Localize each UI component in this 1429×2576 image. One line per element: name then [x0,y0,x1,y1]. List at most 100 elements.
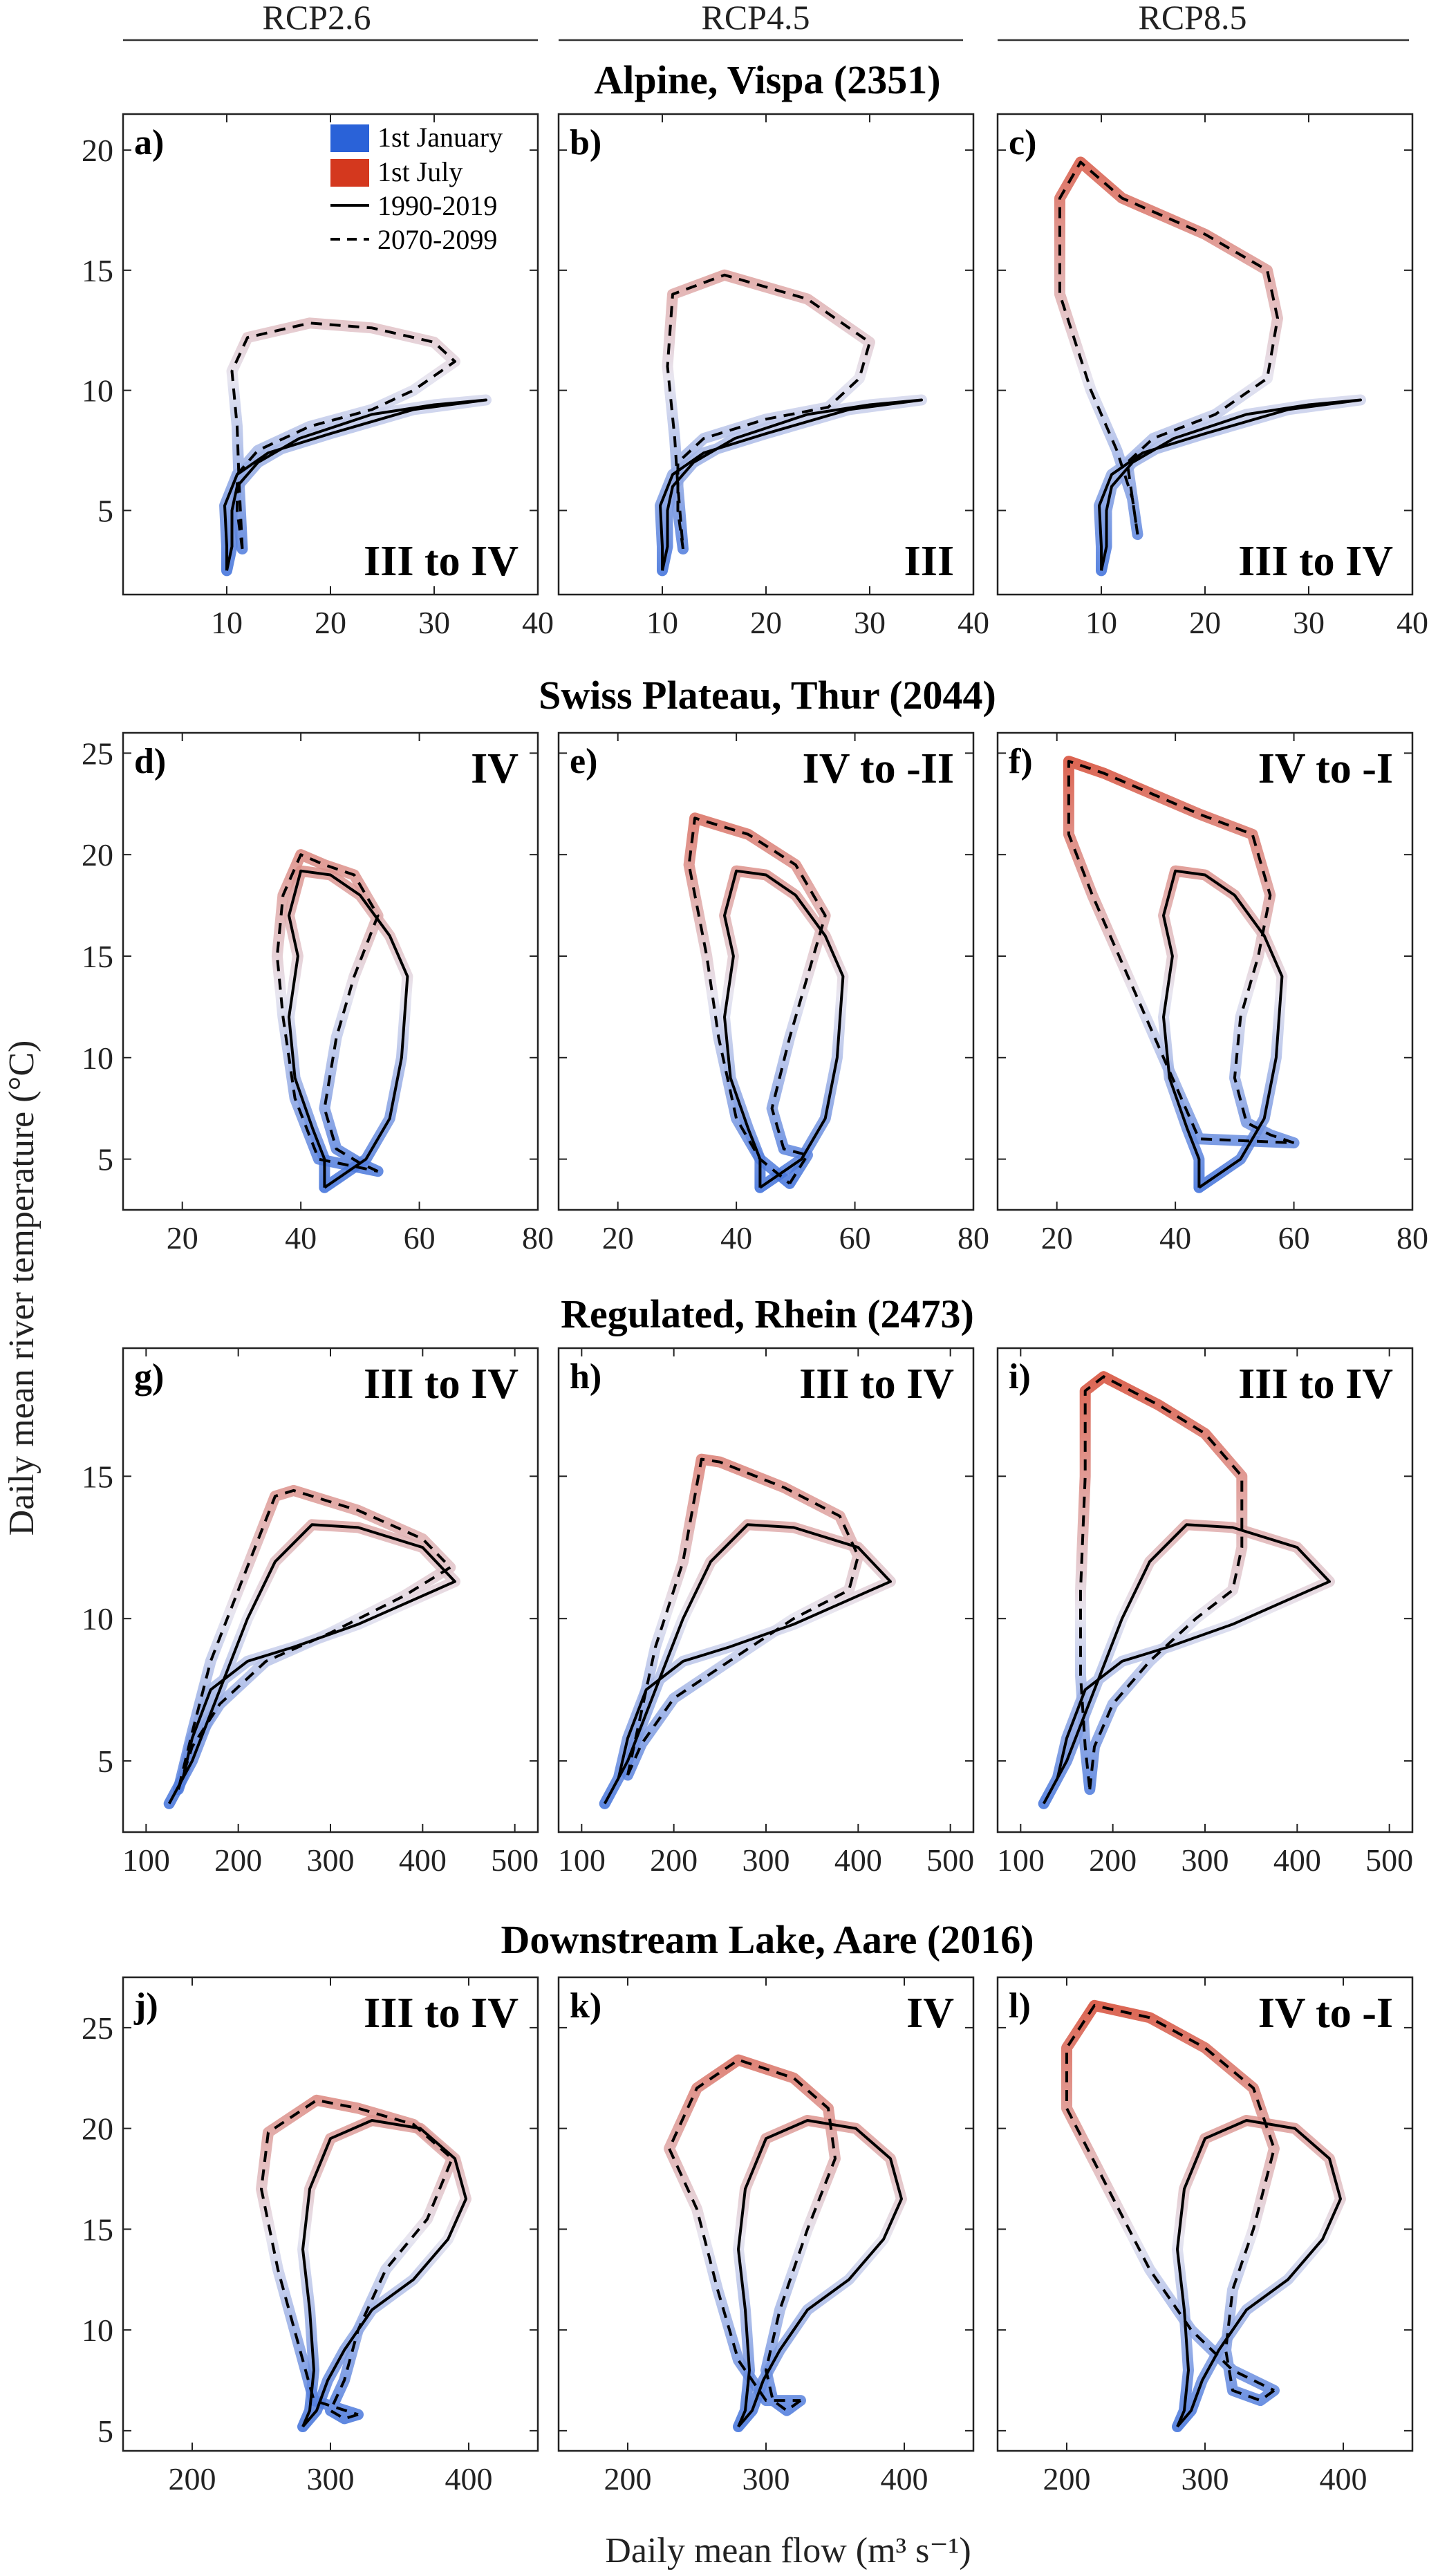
row-title-lake: Downstream Lake, Aare (2016) [501,1917,1034,1962]
historical-series-line [167,1523,456,1804]
x-tick-label: 40 [720,1220,752,1256]
panel-label: f) [1009,742,1033,781]
future-color-band [226,317,460,554]
panel-alpine-rcp45: 10 20 30 40 b) III [557,113,989,640]
x-tick-label: 400 [1273,1842,1321,1878]
x-tick-label: 500 [926,1842,974,1878]
panel-label: i) [1009,1357,1031,1397]
future-series-line [668,2058,837,2412]
regime-label: III to IV [364,538,519,585]
regime-label: IV [471,745,519,792]
x-tick-label: 300 [1182,2461,1229,2496]
x-tick-label: 100 [122,1842,170,1878]
panel-alpine-rcp26: 10 20 30 40 5 10 15 20 a) III to IV [82,113,554,640]
x-axis-label: Daily mean flow (m³ s⁻¹) [605,2531,971,2570]
future-series-line [1065,2004,1276,2402]
x-tick-label: 30 [1293,605,1325,640]
x-tick-label: 500 [491,1842,539,1878]
regime-label: III [904,538,954,585]
x-tick-label: 100 [558,1842,606,1878]
y-tick-label: 15 [82,939,113,974]
y-tick-label: 5 [97,1142,113,1177]
panel-label: d) [134,742,166,781]
x-tick-label: 20 [750,605,782,640]
panel-plateau-rcp26: 20 40 60 80 5 10 15 20 25 d) IV [82,731,554,1256]
y-tick-label: 25 [82,736,113,771]
regime-label: IV to -I [1258,745,1393,792]
historical-series-line [1042,1523,1331,1804]
panel-label: k) [570,1986,601,2026]
x-tick-label: 20 [315,605,346,640]
x-tick-label: 300 [1182,1842,1229,1878]
panel-regulated-rcp26: 100 200 300 400 500 5 10 15 g) III to IV [82,1347,539,1878]
x-tick-label: 200 [1043,2461,1091,2496]
legend-label-july: 1st July [377,156,463,187]
column-headers: RCP2.6 RCP4.5 RCP8.5 [123,0,1409,41]
y-tick-label: 10 [82,373,113,409]
x-tick-label: 40 [522,605,554,640]
panel-plateau-rcp45: 20 40 60 80 e) IV to -II [557,731,989,1256]
x-tick-label: 80 [958,1220,989,1256]
y-tick-label: 15 [82,253,113,288]
row-title-plateau: Swiss Plateau, Thur (2044) [539,673,996,718]
panel-label: h) [570,1357,601,1397]
x-tick-label: 30 [418,605,450,640]
x-tick-label: 500 [1365,1842,1413,1878]
y-tick-label: 5 [97,1744,113,1779]
y-tick-label: 20 [82,837,113,872]
future-series-line [177,1488,452,1790]
regime-label: III to IV [799,1361,954,1408]
panel-lake-rcp85: 200 300 400 l) IV to -I [996,1976,1414,2496]
future-series-line [1058,160,1279,535]
x-tick-label: 40 [1159,1220,1191,1256]
x-tick-label: 10 [646,605,678,640]
column-title-rcp45: RCP4.5 [701,0,810,37]
historical-series-line [659,398,923,571]
y-tick-label: 20 [82,2111,113,2147]
y-tick-label: 10 [82,1601,113,1636]
legend-swatch-july [330,159,369,187]
panel-lake-rcp45: 200 300 400 k) IV [557,1976,975,2496]
panel-alpine-rcp85: 10 20 30 40 c) III to IV [996,113,1428,640]
x-tick-label: 400 [445,2461,493,2496]
row-title-alpine: Alpine, Vispa (2351) [594,57,940,102]
regime-label: IV [906,1990,954,2037]
x-tick-label: 200 [650,1842,698,1878]
panel-lake-rcp26: 200 300 400 5 10 15 20 25 j) III to IV [82,1976,539,2496]
panel-regulated-rcp45: 100 200 300 400 500 h) III to IV [557,1347,975,1878]
future-series-line [275,853,380,1173]
future-series-line [1079,1375,1244,1790]
panel-label: a) [134,123,164,162]
y-tick-label: 5 [97,2414,113,2449]
x-tick-label: 20 [1041,1220,1073,1256]
x-tick-label: 200 [214,1842,262,1878]
y-axis-label: Daily mean river temperature (°C) [2,1040,41,1536]
legend-label-january: 1st January [377,122,503,153]
x-tick-label: 40 [1397,605,1428,640]
x-tick-label: 200 [604,2461,652,2496]
historical-series-line [723,869,845,1189]
future-series-line [687,816,827,1185]
x-tick-label: 300 [742,1842,790,1878]
panel-label: j) [133,1986,158,2026]
x-tick-label: 60 [404,1220,436,1256]
x-tick-label: 20 [602,1220,634,1256]
historical-series-line [603,1523,892,1804]
x-tick-label: 400 [834,1842,882,1878]
y-tick-label: 15 [82,2212,113,2247]
x-tick-label: 80 [1397,1220,1428,1256]
x-tick-label: 200 [169,2461,216,2496]
row-title-regulated: Regulated, Rhein (2473) [561,1291,974,1336]
y-tick-label: 5 [97,493,113,528]
historical-series-line [1162,869,1284,1189]
panel-label: l) [1009,1986,1031,2026]
x-tick-label: 200 [1089,1842,1137,1878]
panel-regulated-rcp85: 100 200 300 400 500 i) III to IV [996,1347,1414,1878]
y-tick-label: 15 [82,1459,113,1494]
x-tick-label: 20 [167,1220,198,1256]
x-tick-label: 40 [958,605,989,640]
plot-frame [557,731,975,1211]
y-tick-label: 25 [82,2010,113,2046]
